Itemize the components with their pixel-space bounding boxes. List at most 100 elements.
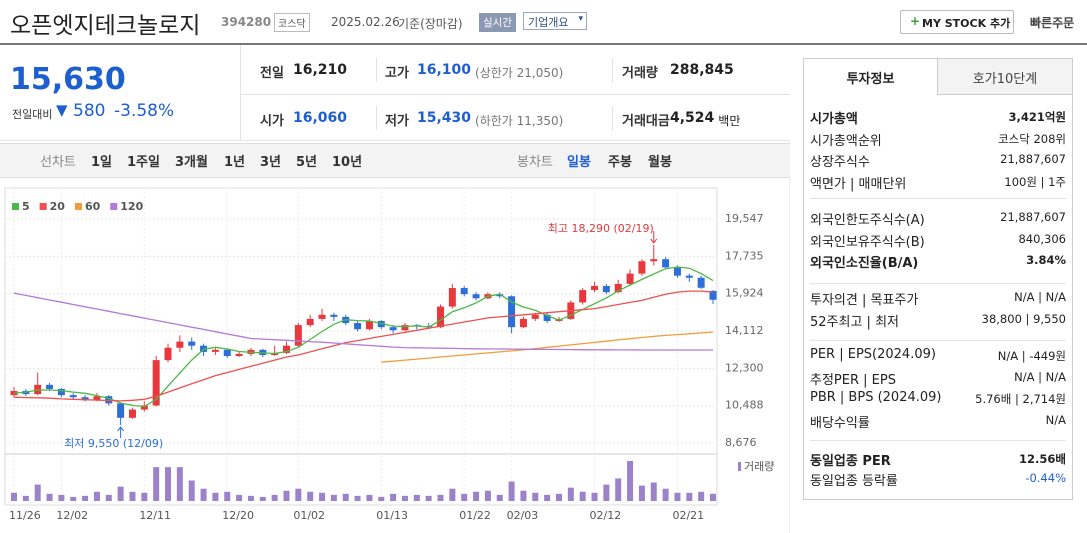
candle-body: [140, 405, 148, 410]
candle-body: [662, 259, 670, 268]
annotation: 최저 9,550 (12/09): [64, 437, 163, 450]
candle-tab[interactable]: 일봉: [567, 155, 591, 170]
ma-line: [13, 292, 713, 351]
volume-bar: [484, 490, 491, 501]
volume-bar: [603, 484, 610, 501]
info-value: 코스닥 208위: [998, 131, 1066, 146]
info-value: N/A | -449원: [997, 349, 1066, 363]
summary-value: 16,100: [417, 62, 472, 78]
candle-body: [188, 341, 196, 346]
volume-bar: [236, 494, 243, 501]
volume-bar: [555, 493, 562, 501]
candle-body: [330, 314, 338, 317]
period-tab[interactable]: 1일: [91, 155, 113, 170]
current-price: 15,630: [10, 62, 126, 97]
volume-bar: [686, 492, 693, 501]
candle-body: [365, 320, 373, 330]
annotation-arrow: [650, 230, 658, 244]
divider: [612, 106, 613, 130]
volume-bar: [342, 493, 349, 501]
volume-bar: [307, 491, 314, 501]
volume-bar: [591, 492, 598, 501]
ma-line: [13, 266, 714, 408]
candle-body: [709, 290, 717, 300]
candle-body: [638, 261, 646, 274]
info-value: 21,887,607: [1000, 210, 1066, 224]
info-label: 추정PER | EPS: [810, 372, 896, 388]
x-tick-label: 02/03: [507, 509, 539, 522]
volume-bar: [579, 491, 586, 501]
overview-dropdown[interactable]: 기업개요 ▾: [523, 12, 587, 30]
volume-bar: [567, 487, 574, 501]
info-label: 시가총액순위: [810, 133, 882, 149]
candle-body: [614, 283, 622, 293]
summary-label: 거래대금: [622, 114, 670, 129]
info-tab-text: 호가10단계: [972, 72, 1038, 87]
volume-bar: [401, 495, 408, 501]
info-value: N/A | N/A: [1014, 290, 1066, 304]
volume-bar: [532, 492, 539, 501]
plot-frame: [4, 187, 718, 506]
volume-bar: [165, 467, 172, 501]
volume-bar: [674, 492, 681, 501]
summary-value: 16,210: [293, 62, 348, 78]
volume-bar: [34, 484, 41, 501]
candle-body: [105, 396, 113, 404]
annotation-arrow: [117, 426, 125, 439]
mystock-button[interactable]: + MY STOCK 추가: [900, 10, 1014, 34]
volume-bar: [330, 494, 337, 501]
info-tab[interactable]: 호가10단계: [938, 59, 1072, 95]
candle-body: [650, 259, 658, 262]
period-tab[interactable]: 5년: [296, 155, 318, 170]
info-tab-active[interactable]: 투자정보: [804, 59, 938, 95]
volume-bar: [662, 488, 669, 501]
info-label: 외국인한도주식수(A): [810, 213, 925, 228]
info-value: 5.76배 | 2,714원: [975, 392, 1066, 406]
volume-bar: [354, 495, 361, 501]
divider: [376, 58, 377, 82]
x-tick-label: 01/22: [459, 509, 491, 522]
volume-bar: [46, 493, 53, 501]
period-tab[interactable]: 3년: [260, 155, 282, 170]
volume-bar: [319, 492, 326, 501]
candle-body: [508, 296, 516, 328]
period-tab[interactable]: 1주일: [127, 155, 160, 170]
candle-body: [626, 273, 634, 284]
info-label: 시가총액: [810, 112, 858, 127]
period-tab[interactable]: 3개월: [175, 155, 208, 170]
volume-bar: [295, 488, 302, 501]
down-triangle: ▼: [56, 101, 68, 119]
change-label: 전일대비: [12, 108, 53, 121]
volume-bar: [82, 495, 89, 501]
info-value: -0.44%: [1025, 471, 1066, 485]
volume-bar: [271, 494, 278, 501]
volume-bar: [93, 491, 100, 501]
candle-tab[interactable]: 월봉: [648, 155, 672, 170]
volume-bar: [176, 467, 183, 501]
candle-tab[interactable]: 주봉: [608, 155, 632, 170]
dropdown-caret: ▾: [578, 14, 583, 24]
info-label: 동일업종 등락률: [810, 474, 898, 489]
period-tab[interactable]: 10년: [332, 155, 363, 170]
volume-bar: [710, 493, 716, 501]
y-tick-label: 17,735: [725, 249, 764, 262]
volume-bar: [698, 491, 705, 501]
info-label: 동일업종 PER: [810, 454, 891, 469]
volume-bar: [413, 494, 420, 501]
period-tab[interactable]: 1년: [224, 155, 246, 170]
candle-chart-label: 봉차트: [517, 155, 553, 170]
legend-swatch: [39, 203, 47, 210]
volume-bar: [58, 494, 65, 501]
stock-name: 오픈엣지테크놀로지: [10, 13, 201, 39]
info-divider: [810, 198, 1066, 199]
candle-body: [164, 347, 172, 361]
summary-note: 백만: [718, 114, 741, 128]
volume-bar: [544, 494, 551, 501]
realtime-badge: 실시간: [479, 13, 516, 32]
candle-body: [117, 403, 125, 418]
volume-bar: [496, 494, 503, 501]
candle-body: [93, 396, 101, 401]
quick-order[interactable]: 빠른주문: [1030, 16, 1075, 30]
summary-note: (하한가 11,350): [475, 114, 564, 128]
volume-bar: [247, 495, 254, 501]
